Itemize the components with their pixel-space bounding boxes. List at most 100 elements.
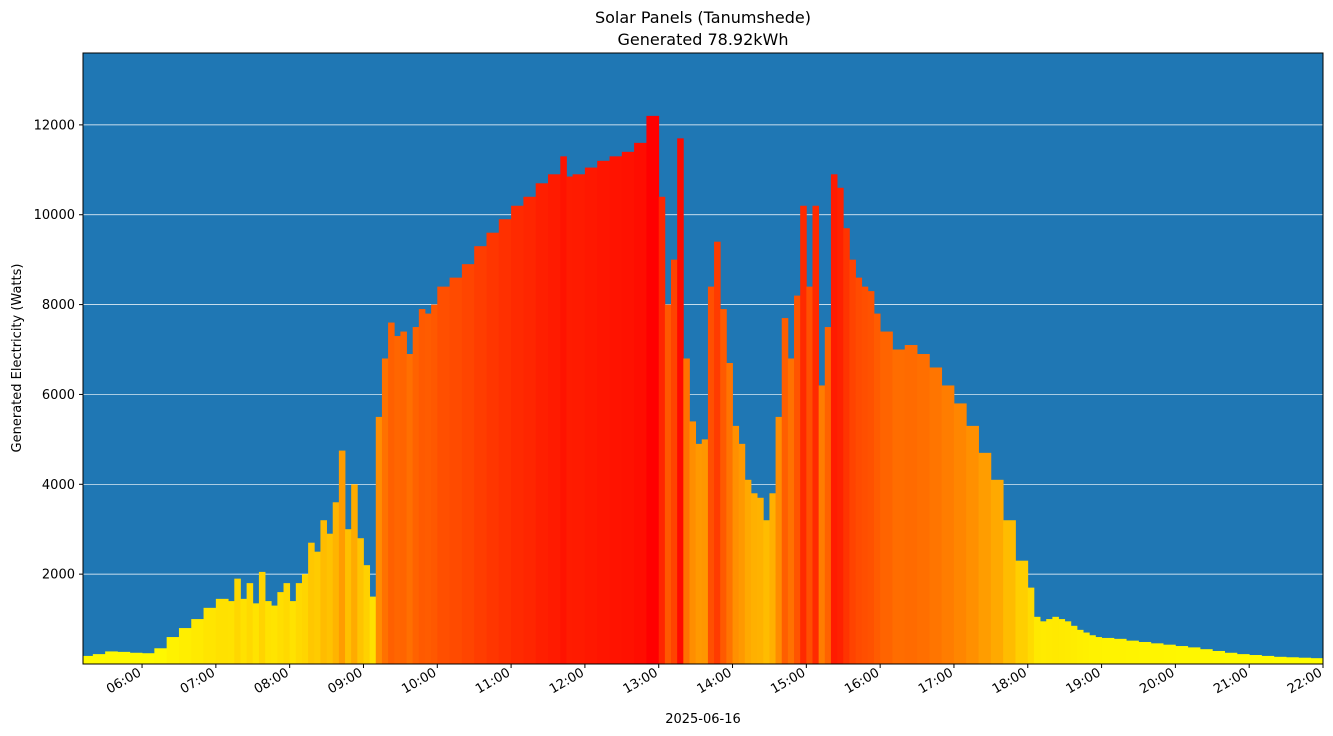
bar — [781, 318, 789, 664]
bar — [320, 520, 327, 664]
bar — [917, 354, 930, 664]
bar — [129, 652, 143, 664]
bar — [1212, 650, 1225, 664]
bar — [794, 295, 801, 664]
bar — [83, 655, 94, 664]
bar — [966, 425, 979, 664]
x-tick-label: 16:00 — [842, 665, 882, 697]
bar — [1126, 640, 1139, 664]
bar — [228, 601, 235, 664]
bar — [689, 421, 697, 664]
bar — [1033, 616, 1041, 664]
bar — [154, 648, 168, 664]
bar — [1150, 643, 1164, 664]
bar — [308, 542, 315, 664]
bar — [572, 174, 586, 665]
bar — [265, 601, 272, 664]
bar — [1058, 619, 1066, 664]
bar — [664, 304, 672, 664]
bar — [775, 416, 783, 664]
bar — [332, 502, 340, 664]
bar — [1113, 638, 1127, 664]
bar — [701, 439, 709, 664]
bar — [240, 598, 248, 664]
bar — [646, 115, 660, 665]
bar — [105, 651, 118, 664]
bar — [277, 592, 284, 664]
bar — [726, 362, 733, 664]
bar — [1310, 658, 1324, 664]
plot-frame — [82, 52, 1324, 665]
bar — [314, 551, 321, 664]
bar — [437, 286, 450, 664]
bar — [990, 479, 1004, 664]
bar — [381, 358, 389, 664]
bar — [252, 603, 260, 664]
bar — [929, 367, 943, 664]
bar — [837, 187, 844, 664]
bars-group — [83, 115, 1324, 665]
bar — [246, 583, 254, 664]
bar — [1076, 629, 1084, 664]
bar — [449, 277, 463, 664]
bar — [363, 565, 371, 664]
bar — [757, 497, 764, 664]
bar — [1089, 635, 1096, 664]
bar — [1015, 560, 1029, 664]
y-tick-label: 8000 — [42, 298, 75, 313]
bar — [1003, 520, 1016, 664]
bar — [941, 385, 955, 664]
bar — [338, 450, 346, 664]
bar — [1083, 632, 1090, 664]
bar — [849, 259, 856, 664]
bar — [824, 327, 832, 664]
bar — [1261, 655, 1275, 664]
bar — [258, 571, 266, 664]
bar — [166, 637, 180, 664]
x-tick-label: 12:00 — [547, 665, 587, 697]
y-tick-label: 4000 — [42, 478, 75, 493]
bar — [1298, 657, 1312, 664]
x-tick-label: 15:00 — [768, 665, 808, 697]
bar — [763, 520, 770, 664]
bar — [345, 529, 352, 664]
x-tick-label: 10:00 — [399, 665, 439, 697]
bar — [178, 628, 192, 664]
bar — [1064, 621, 1072, 664]
bar — [388, 322, 395, 664]
x-tick-label: 20:00 — [1137, 665, 1177, 697]
bar — [609, 156, 623, 665]
bar — [634, 142, 647, 665]
bar — [818, 385, 826, 664]
bar — [714, 241, 721, 665]
bar — [301, 574, 309, 664]
x-tick-label: 17:00 — [916, 665, 956, 697]
bar — [800, 205, 807, 664]
bar — [400, 331, 407, 664]
bar — [142, 653, 155, 664]
bar — [677, 138, 684, 664]
bar — [351, 484, 358, 664]
bar — [843, 228, 850, 664]
bar — [621, 151, 635, 664]
bar — [658, 196, 666, 664]
bar — [738, 443, 746, 664]
bar — [1224, 652, 1238, 664]
bar — [707, 286, 715, 664]
bar — [953, 403, 967, 664]
bar — [584, 167, 598, 664]
bar — [498, 219, 512, 664]
y-tick-label: 2000 — [42, 568, 75, 583]
bar — [855, 277, 863, 664]
bar — [424, 313, 432, 664]
y-tick-label: 10000 — [34, 208, 75, 223]
bar — [892, 349, 906, 664]
bar — [720, 309, 727, 664]
bar — [1163, 644, 1176, 664]
y-axis-label: Generated Electricity (Watts) — [10, 264, 25, 453]
bar — [295, 583, 303, 664]
bar — [1027, 587, 1035, 664]
bar — [1273, 656, 1287, 664]
bar — [750, 493, 758, 664]
